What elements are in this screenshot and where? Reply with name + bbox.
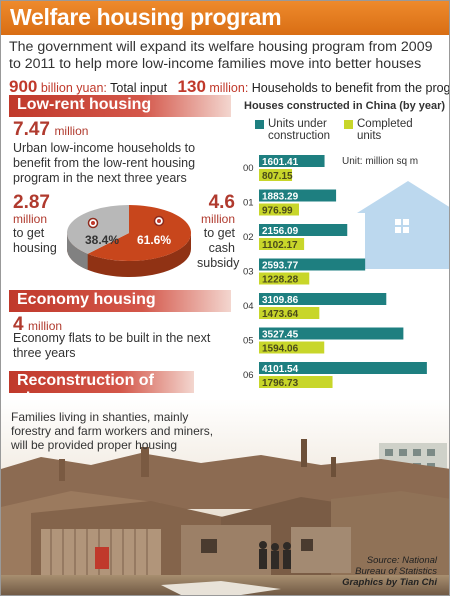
pie-left-label-1: to get xyxy=(13,226,45,240)
low-rent-value: 7.47 xyxy=(13,119,50,140)
legend-swatch-completed xyxy=(344,120,353,129)
legend-completed-line1: Completed xyxy=(357,118,413,130)
value-under-construction-01: 1883.29 xyxy=(262,192,299,203)
value-under-construction-00: 1601.41 xyxy=(262,157,299,168)
value-completed-06: 1796.73 xyxy=(262,378,299,389)
low-rent-unit: million xyxy=(54,124,89,138)
low-rent-desc: Urban low-income households to benefit f… xyxy=(13,141,196,185)
value-under-construction-02: 2156.09 xyxy=(262,226,299,237)
households-value: 130 xyxy=(177,77,206,96)
total-input-unit: billion yuan: xyxy=(40,81,107,95)
bar-completed-05 xyxy=(259,341,325,354)
value-completed-01: 976.99 xyxy=(262,206,293,217)
economy-number: 4 million xyxy=(13,314,62,336)
source-line-2: Bureau of Statistics xyxy=(355,566,437,577)
totals-line: 900 billion yuan: Total input 130 millio… xyxy=(9,77,449,97)
pie-left-value: 2.87 xyxy=(13,192,50,213)
low-rent-heading: Low-rent housing xyxy=(17,96,152,113)
pie-right-unit: million xyxy=(200,212,235,226)
bar-chart: 00 1601.41 807.15 01 1883.29 976.99 02 2156.09 1… xyxy=(243,155,449,389)
pie-right-number: 4.6 million to get cash subsidy xyxy=(197,192,240,271)
value-completed-04: 1473.64 xyxy=(262,309,299,320)
pie-left-number: 2.87 million to get housing xyxy=(13,192,57,256)
pie-left-unit: million xyxy=(13,212,48,226)
slums-desc: Families living in shanties, mainly fore… xyxy=(11,410,214,452)
bar-under-construction-03 xyxy=(259,258,366,271)
bar-under-construction-01 xyxy=(259,189,337,202)
pie-right-value: 4.6 xyxy=(208,192,235,213)
chart-unit-note: Unit: million sq m xyxy=(342,156,419,167)
total-input-label: Total input xyxy=(110,81,168,95)
economy-unit: million xyxy=(28,319,63,333)
legend-completed: Completed units xyxy=(344,118,413,142)
bar-completed-04 xyxy=(259,307,320,319)
low-rent-heading-bar: Low-rent housing xyxy=(9,95,231,117)
pie-side xyxy=(67,233,191,277)
category-label-05: 05 xyxy=(243,336,254,347)
credits: Source: National Bureau of Statistics Gr… xyxy=(342,555,437,588)
value-completed-00: 807.15 xyxy=(262,171,293,182)
bar-under-construction-02 xyxy=(259,224,348,236)
pie-right-label-2: cash xyxy=(208,241,235,255)
bar-completed-03 xyxy=(259,272,310,285)
bar-completed-00 xyxy=(259,169,293,181)
title-bar: Welfare housing program xyxy=(1,1,449,35)
slums-heading-bar: Reconstruction of slums xyxy=(9,371,194,407)
low-rent-number: 7.47 million xyxy=(13,119,88,141)
pie-side-left xyxy=(67,233,88,270)
total-input-value: 900 xyxy=(9,77,38,96)
pie-right-label-1: to get xyxy=(203,226,235,240)
bar-under-construction-04 xyxy=(259,293,387,305)
value-completed-02: 1102.17 xyxy=(262,240,298,251)
economy-value: 4 xyxy=(13,314,24,335)
value-under-construction-06: 4101.54 xyxy=(262,364,299,375)
category-label-03: 03 xyxy=(243,267,254,278)
pie-slice-cash-subsidy xyxy=(87,205,191,261)
category-label-06: 06 xyxy=(243,370,254,381)
legend-completed-line2: units xyxy=(357,130,382,142)
bar-under-construction-06 xyxy=(259,362,427,374)
bar-under-construction-05 xyxy=(259,327,404,340)
legend-swatch-under xyxy=(255,120,264,129)
page-title: Welfare housing program xyxy=(10,4,282,30)
shanty-photo xyxy=(1,399,449,595)
pie-chart: 38.4% 61.6% xyxy=(67,205,191,277)
category-label-00: 00 xyxy=(243,163,254,174)
bar-completed-02 xyxy=(259,238,305,250)
households-unit: million: xyxy=(209,81,249,95)
bar-completed-06 xyxy=(259,376,333,388)
households-label: Households to benefit from the program xyxy=(251,81,450,95)
pie-left-pct: 38.4% xyxy=(85,233,119,247)
economy-heading: Economy housing xyxy=(17,291,156,308)
pie-marker-left-dot xyxy=(91,221,95,225)
house-icon xyxy=(357,181,449,269)
value-completed-03: 1228.28 xyxy=(262,275,299,286)
value-under-construction-04: 3109.86 xyxy=(262,295,299,306)
economy-desc: Economy flats to be built in the next th… xyxy=(13,331,211,360)
economy-heading-bar: Economy housing xyxy=(9,290,231,312)
category-label-01: 01 xyxy=(243,198,254,209)
value-under-construction-03: 2593.77 xyxy=(262,261,299,272)
legend-under-line2: construction xyxy=(268,130,331,142)
graphics-credit: Graphics by Tian Chi xyxy=(342,577,437,588)
pie-left-label-2: housing xyxy=(13,241,57,255)
pie-slice-housing xyxy=(67,205,129,254)
pie-right-pct: 61.6% xyxy=(137,233,171,247)
value-completed-05: 1594.06 xyxy=(262,344,299,355)
source-line-1: Source: National xyxy=(366,555,437,566)
bar-under-construction-00 xyxy=(259,155,325,167)
intro-text: The government will expand its welfare h… xyxy=(9,39,433,72)
legend-under-construction: Units under construction xyxy=(255,118,330,142)
chart-title: Houses constructed in China (by year) xyxy=(244,100,446,112)
pie-right-label-3: subsidy xyxy=(197,256,240,270)
category-label-02: 02 xyxy=(243,232,254,243)
category-label-04: 04 xyxy=(243,301,254,312)
pie-marker-right-dot xyxy=(157,219,161,223)
value-under-construction-05: 3527.45 xyxy=(262,330,299,341)
bar-completed-01 xyxy=(259,203,299,216)
legend-under-line1: Units under xyxy=(268,118,327,130)
